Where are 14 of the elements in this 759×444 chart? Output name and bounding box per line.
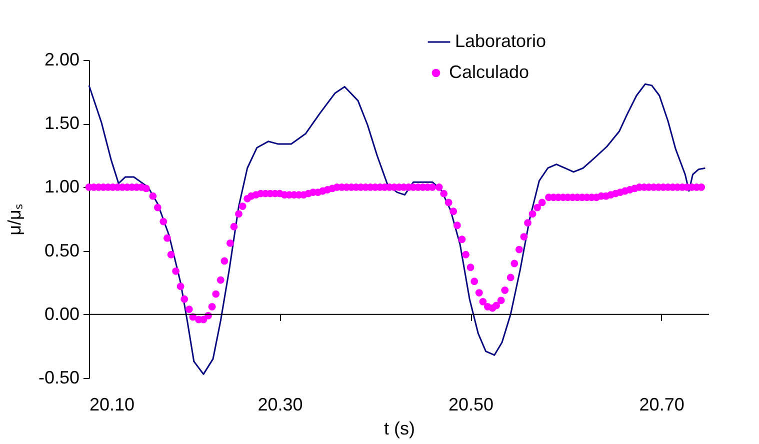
x-axis-title: t (s)	[384, 418, 415, 438]
legend-label: Calculado	[449, 62, 530, 82]
x-tick-label: 20.30	[258, 394, 303, 414]
x-tick-label: 20.70	[639, 394, 684, 414]
x-tick-label: 20.10	[90, 394, 135, 414]
y-tick-label: 1.50	[44, 113, 80, 134]
y-tick-label: -0.50	[38, 368, 80, 388]
y-tick-label: 2.00	[44, 50, 80, 70]
y-axis-title: μ/μₛ	[4, 204, 24, 236]
y-tick-label: 0.00	[44, 304, 80, 324]
y-tick-label: 0.50	[44, 240, 80, 260]
x-tick-label: 20.50	[448, 394, 494, 414]
y-tick-label: 1.00	[44, 176, 80, 197]
legend-label: Laboratorio	[455, 31, 546, 51]
